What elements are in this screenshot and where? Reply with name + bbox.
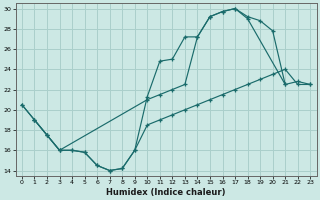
X-axis label: Humidex (Indice chaleur): Humidex (Indice chaleur)	[106, 188, 226, 197]
